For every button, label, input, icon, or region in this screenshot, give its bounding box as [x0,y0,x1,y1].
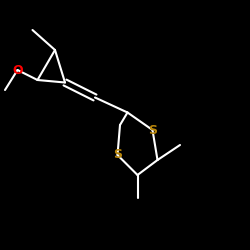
Text: O: O [12,64,23,76]
Text: S: S [113,148,122,162]
Text: S: S [148,124,157,136]
